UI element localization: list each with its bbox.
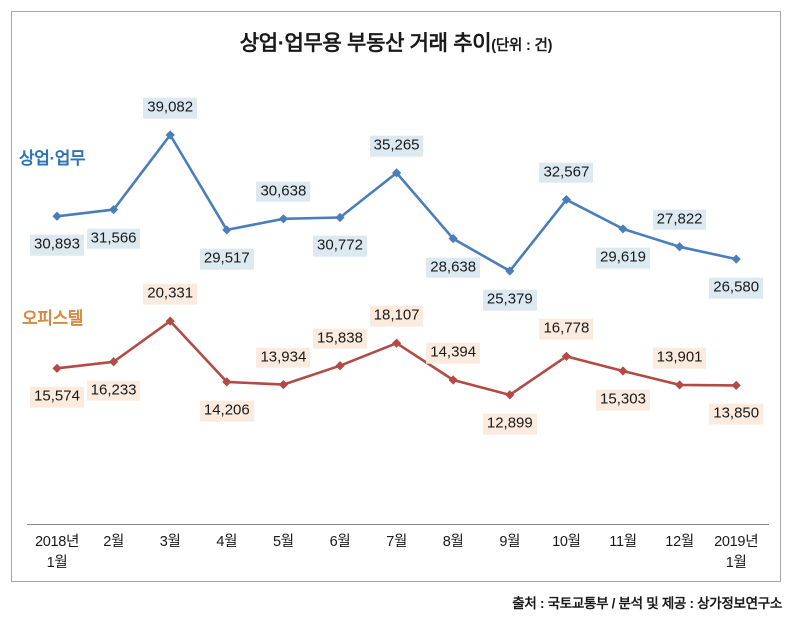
x-axis-tick-label: 4월 — [216, 532, 237, 553]
x-axis-tick-label: 3월 — [160, 532, 181, 553]
x-tick-line1: 5월 — [272, 534, 294, 550]
data-point-label: 30,638 — [256, 181, 311, 203]
x-tick-line1: 9월 — [499, 534, 521, 550]
data-point-label: 28,638 — [426, 257, 481, 278]
x-tick-line1: 2월 — [103, 534, 124, 550]
page-title: 상업·업무용 부동산 거래 추이(단위 : 건) — [0, 27, 792, 57]
data-point-label: 35,265 — [369, 135, 424, 157]
x-tick-line1: 8월 — [442, 534, 464, 550]
x-tick-line1: 7월 — [386, 534, 407, 550]
x-axis-tick-label: 7월 — [386, 532, 407, 553]
chart-title-unit: (단위 : 건) — [491, 38, 553, 54]
x-tick-line1: 3월 — [159, 534, 181, 550]
chart-title-text: 상업·업무용 부동산 거래 추이 — [239, 32, 492, 55]
x-axis-tick-label: 6월 — [330, 532, 351, 553]
data-point-label: 31,566 — [86, 228, 141, 249]
x-tick-line1: 2019년 — [714, 534, 759, 550]
x-tick-line1: 2018년 — [34, 534, 80, 550]
data-point-label: 15,838 — [313, 328, 367, 350]
x-axis-tick-label: 2019년 1월 — [714, 532, 758, 574]
data-point-label: 14,394 — [426, 342, 481, 364]
x-axis-line — [27, 524, 769, 525]
data-point-label: 18,107 — [369, 305, 424, 327]
data-point-label: 13,850 — [709, 404, 764, 425]
data-point-label: 39,082 — [143, 97, 198, 119]
x-tick-line2: 1월 — [46, 555, 68, 572]
x-tick-line1: 6월 — [329, 534, 351, 550]
x-axis-tick-label: 9월 — [499, 532, 520, 553]
data-point-label: 13,934 — [256, 347, 311, 368]
x-tick-line1: 12월 — [665, 534, 694, 550]
x-axis-tick-label: 12월 — [665, 532, 694, 553]
data-point-label: 15,574 — [30, 386, 84, 408]
data-point-label: 27,822 — [652, 209, 707, 231]
data-point-label: 29,619 — [596, 247, 650, 269]
data-point-label: 29,517 — [199, 248, 254, 270]
x-axis-tick-label: 2018년 1월 — [35, 532, 79, 574]
series-label-officetel: 오피스텔 — [22, 309, 83, 328]
x-tick-line1: 4월 — [216, 534, 238, 550]
source-note: 출처 : 국토교통부 / 분석 및 제공 : 상가정보연구소 — [512, 596, 782, 611]
data-point-label: 15,303 — [596, 389, 650, 411]
x-tick-line1: 10월 — [552, 534, 581, 550]
data-point-label: 20,331 — [143, 283, 198, 305]
data-point-label: 13,901 — [652, 347, 707, 369]
data-point-label: 30,772 — [313, 236, 367, 257]
data-point-label: 14,206 — [199, 400, 254, 422]
chart-frame — [11, 11, 781, 582]
data-point-label: 12,899 — [482, 413, 537, 435]
series-label-commercial: 상업·업무 — [19, 149, 86, 168]
x-tick-line2: 1월 — [725, 555, 747, 572]
data-point-label: 32,567 — [539, 162, 594, 183]
data-point-label: 25,379 — [482, 289, 537, 311]
data-point-label: 16,778 — [539, 319, 594, 340]
x-axis-tick-label: 11월 — [609, 532, 637, 553]
x-axis-tick-label: 5월 — [273, 532, 294, 553]
x-axis-tick-label: 2월 — [103, 532, 124, 553]
data-point-label: 26,580 — [709, 277, 764, 299]
x-axis-tick-label: 8월 — [443, 532, 464, 553]
data-point-label: 30,893 — [30, 234, 84, 256]
data-point-label: 16,233 — [86, 380, 141, 402]
x-axis-tick-label: 10월 — [552, 532, 581, 553]
x-tick-line1: 11월 — [609, 534, 637, 550]
